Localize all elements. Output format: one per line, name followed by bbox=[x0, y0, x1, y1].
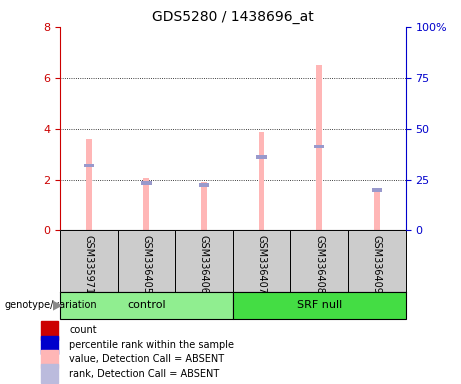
Bar bbox=[86, 139, 92, 230]
Bar bbox=[141, 181, 152, 185]
Bar bbox=[374, 191, 380, 230]
Text: value, Detection Call = ABSENT: value, Detection Call = ABSENT bbox=[69, 354, 224, 364]
Bar bbox=[41, 336, 58, 354]
Bar bbox=[41, 350, 58, 368]
Bar bbox=[314, 144, 325, 148]
Bar bbox=[143, 178, 149, 230]
Bar bbox=[233, 292, 406, 319]
Bar bbox=[290, 230, 348, 292]
Text: count: count bbox=[69, 326, 97, 336]
Bar bbox=[83, 164, 94, 167]
Bar bbox=[60, 292, 233, 319]
Text: control: control bbox=[127, 300, 165, 310]
Bar bbox=[348, 230, 406, 292]
Bar bbox=[259, 132, 265, 230]
Text: GSM335971: GSM335971 bbox=[84, 235, 94, 295]
Bar bbox=[118, 230, 175, 292]
Text: GSM336406: GSM336406 bbox=[199, 235, 209, 294]
Text: genotype/variation: genotype/variation bbox=[5, 300, 97, 310]
Bar bbox=[41, 321, 58, 339]
Bar bbox=[372, 188, 382, 192]
Bar bbox=[201, 182, 207, 230]
Text: percentile rank within the sample: percentile rank within the sample bbox=[69, 340, 234, 350]
Text: rank, Detection Call = ABSENT: rank, Detection Call = ABSENT bbox=[69, 369, 219, 379]
Text: ▶: ▶ bbox=[53, 299, 63, 312]
Bar bbox=[233, 230, 290, 292]
Bar bbox=[41, 364, 58, 383]
Bar bbox=[199, 183, 209, 187]
Text: GSM336409: GSM336409 bbox=[372, 235, 382, 294]
Text: GSM336405: GSM336405 bbox=[142, 235, 151, 294]
Bar bbox=[175, 230, 233, 292]
Text: SRF null: SRF null bbox=[296, 300, 342, 310]
Bar bbox=[256, 155, 267, 159]
Title: GDS5280 / 1438696_at: GDS5280 / 1438696_at bbox=[152, 10, 313, 25]
Text: GSM336407: GSM336407 bbox=[257, 235, 266, 294]
Bar bbox=[60, 230, 118, 292]
Bar bbox=[316, 65, 322, 230]
Text: GSM336408: GSM336408 bbox=[314, 235, 324, 294]
